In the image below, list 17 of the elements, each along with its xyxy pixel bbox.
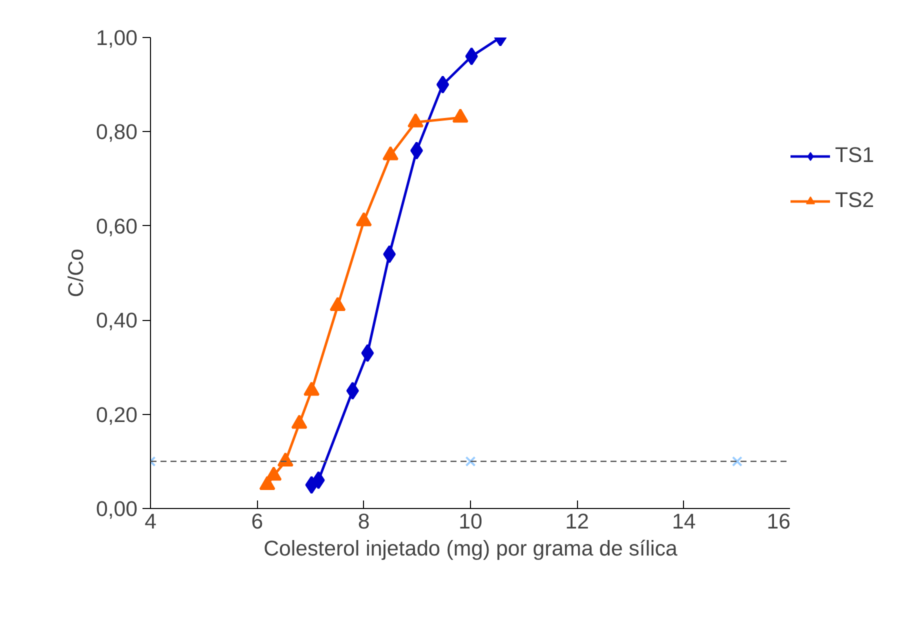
x-tick-label: 6 [251,510,264,534]
legend-label: TS2 [835,188,874,213]
y-tick-label: 0,60 [96,214,138,238]
y-axis-title: C/Co [64,248,88,298]
x-tick-label: 4 [144,510,157,534]
x-tick-label: 10 [458,510,482,534]
x-tick-label: 16 [766,510,791,534]
y-tick-label: 1,00 [96,26,138,50]
y-tick-label: 0,20 [96,402,138,427]
x-tick-label: 12 [565,510,590,534]
x-tick-label: 14 [672,510,696,534]
y-tick-label: 0,40 [96,308,138,333]
x-tick-label: 8 [358,510,370,534]
y-tick-label: 0,80 [96,120,138,144]
x-axis-title: Colesterol injetado (mg) por grama de sílica [264,536,678,560]
y-tick-label: 0,00 [96,497,138,521]
legend-label: TS1 [835,143,874,168]
